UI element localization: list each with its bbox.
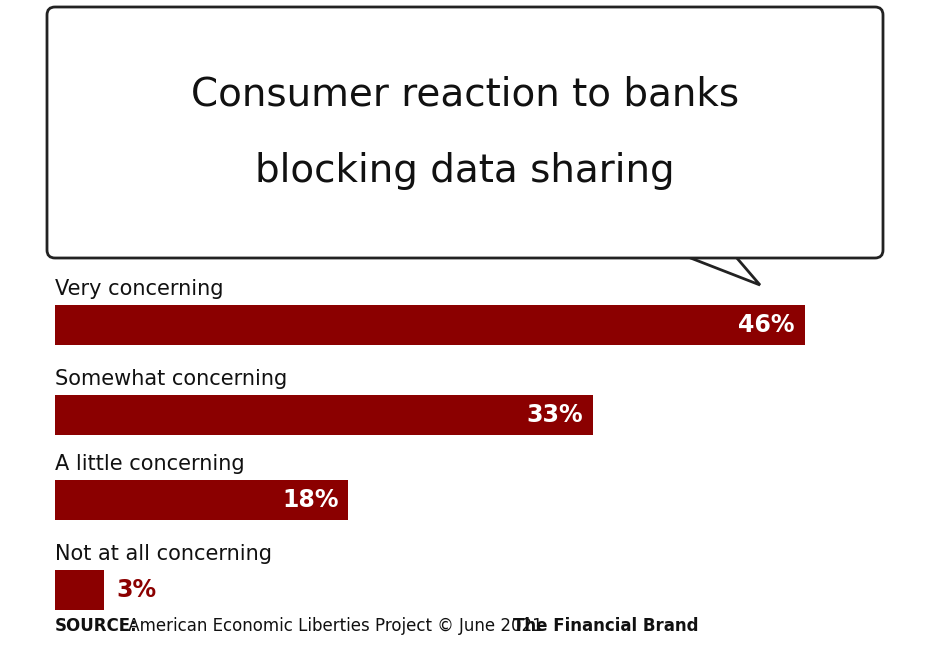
Text: 46%: 46% [738, 313, 795, 337]
Text: Not at all concerning: Not at all concerning [55, 544, 272, 564]
Text: Consumer reaction to banks: Consumer reaction to banks [191, 75, 739, 113]
Text: A little concerning: A little concerning [55, 454, 245, 474]
Bar [55, 480, 349, 520]
Bar [55, 570, 104, 610]
Text: blocking data sharing: blocking data sharing [255, 151, 675, 189]
FancyBboxPatch shape [47, 7, 883, 258]
Text: The Financial Brand: The Financial Brand [513, 617, 698, 635]
Text: American Economic Liberties Project © June 2021: American Economic Liberties Project © Ju… [123, 617, 548, 635]
Bar [55, 305, 804, 345]
Text: 18%: 18% [282, 488, 339, 512]
Bar [55, 395, 593, 435]
Text: 3%: 3% [116, 578, 156, 602]
Text: SOURCE:: SOURCE: [55, 617, 138, 635]
Text: Very concerning: Very concerning [55, 279, 223, 299]
Text: 33%: 33% [526, 403, 583, 427]
Text: Somewhat concerning: Somewhat concerning [55, 369, 287, 389]
Polygon shape [670, 250, 760, 285]
